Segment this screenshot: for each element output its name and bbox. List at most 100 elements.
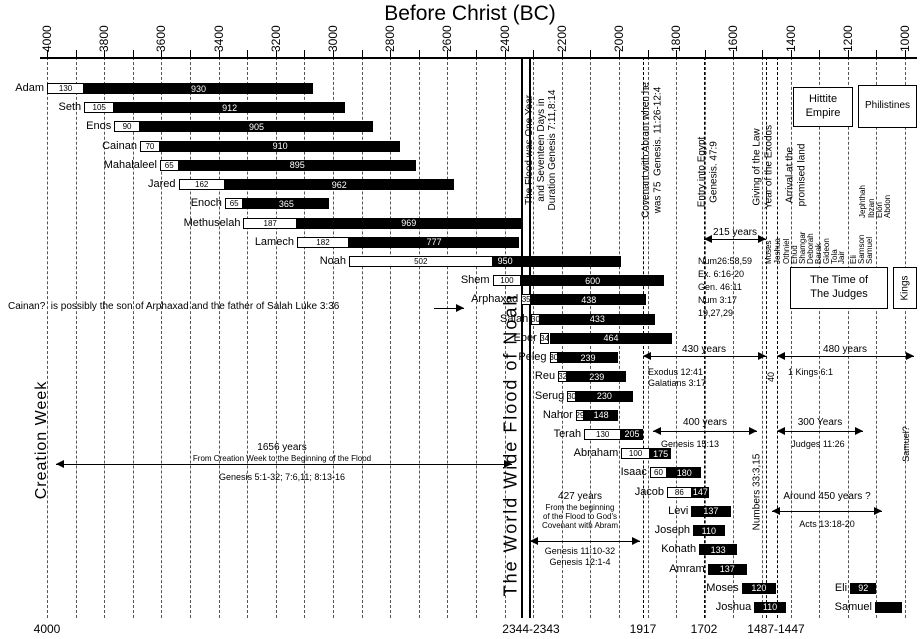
lifespan-bar: 92 — [850, 582, 877, 594]
axis-tick — [161, 50, 163, 57]
note-arrival: Arrival at the promised land — [784, 143, 808, 207]
note-flood-duration: The Flood was One Year and Seventeen Day… — [523, 89, 558, 211]
axis-tick — [561, 50, 563, 57]
person-name-Peleg: Peleg — [518, 351, 547, 364]
person-name-Salah: Salah — [500, 312, 529, 325]
box-philistines: Philistines — [858, 85, 917, 128]
box-judges-box: The Time of The Judges — [790, 267, 888, 309]
axis-label-4000: 4000 — [40, 25, 54, 52]
axis-tick — [333, 50, 334, 57]
axis-label-2400: 2400 — [497, 25, 512, 52]
lifespan-bar: 464 — [549, 332, 673, 344]
person-name-Arphaxad: Arphaxad — [471, 293, 519, 306]
span-refs-a480: 1 Kings 6:1 — [788, 367, 834, 377]
note-law: Giving of the Law Year of the Exodus — [751, 124, 775, 210]
person-name-Isaac: Isaac — [620, 466, 647, 479]
axis-tick — [390, 50, 392, 57]
person-name-Jared: Jared — [148, 178, 176, 191]
bottom-label-1487-1447: 1487-1447 — [747, 622, 805, 636]
age-at-son-box: 70 — [139, 140, 160, 152]
age-at-son-box: 187 — [243, 217, 297, 229]
gridline-1100 — [876, 57, 878, 618]
gridline-2900 — [361, 57, 363, 618]
flood-line-2343 — [528, 57, 531, 618]
gridline-1200 — [847, 57, 849, 618]
person-name-Enos: Enos — [86, 120, 112, 133]
gridline-2500 — [476, 57, 477, 618]
event-line-1447 — [777, 57, 779, 618]
span-label-a480: 480 years — [823, 344, 867, 355]
age-at-son-box: 29 — [575, 409, 585, 421]
event-line-1487 — [765, 57, 767, 618]
axis-tick — [418, 50, 420, 57]
event-line-1702 — [704, 57, 706, 618]
axis-tick — [190, 50, 191, 57]
axis-label-1600: 1600 — [726, 25, 741, 52]
person-name-Cainan: Cainan — [102, 139, 137, 152]
gridline-1300 — [819, 57, 821, 618]
person-name-Abraham: Abraham — [573, 447, 619, 460]
gridline-4000 — [47, 57, 48, 618]
axis-label-1000: 1000 — [898, 25, 912, 52]
lifespan-bar: 148 — [584, 409, 619, 421]
axis-label-2600: 2600 — [440, 25, 455, 52]
axis-tick — [647, 50, 649, 57]
lifespan-bar: 120 — [741, 582, 776, 594]
gridline-3500 — [190, 57, 191, 618]
lifespan-bar: 133 — [699, 544, 738, 556]
age-at-son-box: 60 — [649, 467, 668, 479]
bottom-label-1702: 1702 — [690, 622, 718, 636]
span-label-a450: Around 450 years ? — [783, 491, 871, 502]
age-at-son-box: 30 — [531, 313, 540, 325]
span-arrow-a430 — [643, 352, 766, 361]
gridline-1600 — [733, 57, 735, 618]
lifespan-bar: 239 — [567, 371, 627, 383]
axis-tick — [361, 50, 363, 57]
span-refs-a430: Exodus 12:41 Galatians 3:17 — [648, 367, 707, 388]
axis-tick — [905, 50, 906, 57]
age-at-son-box: 86 — [667, 486, 692, 498]
span-label-a300: 300 Years — [797, 417, 843, 428]
lifespan-bar: 905 — [139, 121, 374, 133]
age-at-son-box: 100 — [621, 448, 650, 460]
lifespan-bar: 205 — [621, 428, 643, 440]
axis-label-1200: 1200 — [840, 25, 855, 52]
age-at-son-box: 30 — [549, 352, 559, 364]
axis-tick — [247, 50, 249, 57]
note-covenant: Covenant with Abram when he was 75 Genes… — [640, 82, 664, 218]
person-name-Methuselah: Methuselah — [183, 216, 241, 229]
person-name-Noah: Noah — [319, 254, 347, 267]
span-sub-a1656: From Creation Week to the Beginning of t… — [192, 454, 372, 463]
gridline-2600 — [447, 57, 449, 618]
age-at-son-box: 130 — [584, 428, 622, 440]
axis-label-2200: 2200 — [554, 25, 569, 52]
span-arrow-a1656 — [56, 460, 512, 469]
person-name-Joseph: Joseph — [654, 524, 691, 537]
age-at-son-box: 130 — [47, 83, 85, 94]
note-creation-week: Creation Week — [32, 380, 50, 500]
axis-tick — [132, 50, 134, 57]
span-refs-a427: Genesis 11:10-32 Genesis 12:1-4 — [544, 546, 616, 567]
axis-tick — [447, 50, 449, 57]
span-arrow-a450 — [772, 507, 882, 516]
lifespan-bar: 110 — [693, 525, 725, 537]
lifespan-bar: 433 — [539, 313, 656, 325]
person-name-Jacob: Jacob — [634, 485, 665, 498]
gridline-1700 — [704, 57, 706, 618]
person-name-Serug: Serug — [534, 389, 565, 402]
axis-label-2000: 2000 — [612, 25, 626, 52]
age-at-son-box: 100 — [492, 275, 522, 287]
axis-tick — [790, 50, 792, 57]
gridline-2300 — [533, 57, 535, 618]
axis-tick — [476, 50, 477, 57]
person-name-Nahor: Nahor — [542, 408, 573, 421]
gridline-2400 — [504, 57, 506, 618]
span-arrow-a427 — [530, 537, 640, 546]
span-refs-a215: Num26:58,59 Ex. 6:16-20 Gen. 46:11 Num 3… — [698, 256, 753, 318]
axis-label-3600: 3600 — [154, 25, 169, 52]
lifespan-bar: 962 — [224, 179, 454, 191]
lifespan-bar: 239 — [558, 352, 618, 364]
lifespan-bar: 147 — [691, 486, 710, 498]
lifespan-bar: 777 — [349, 236, 520, 248]
